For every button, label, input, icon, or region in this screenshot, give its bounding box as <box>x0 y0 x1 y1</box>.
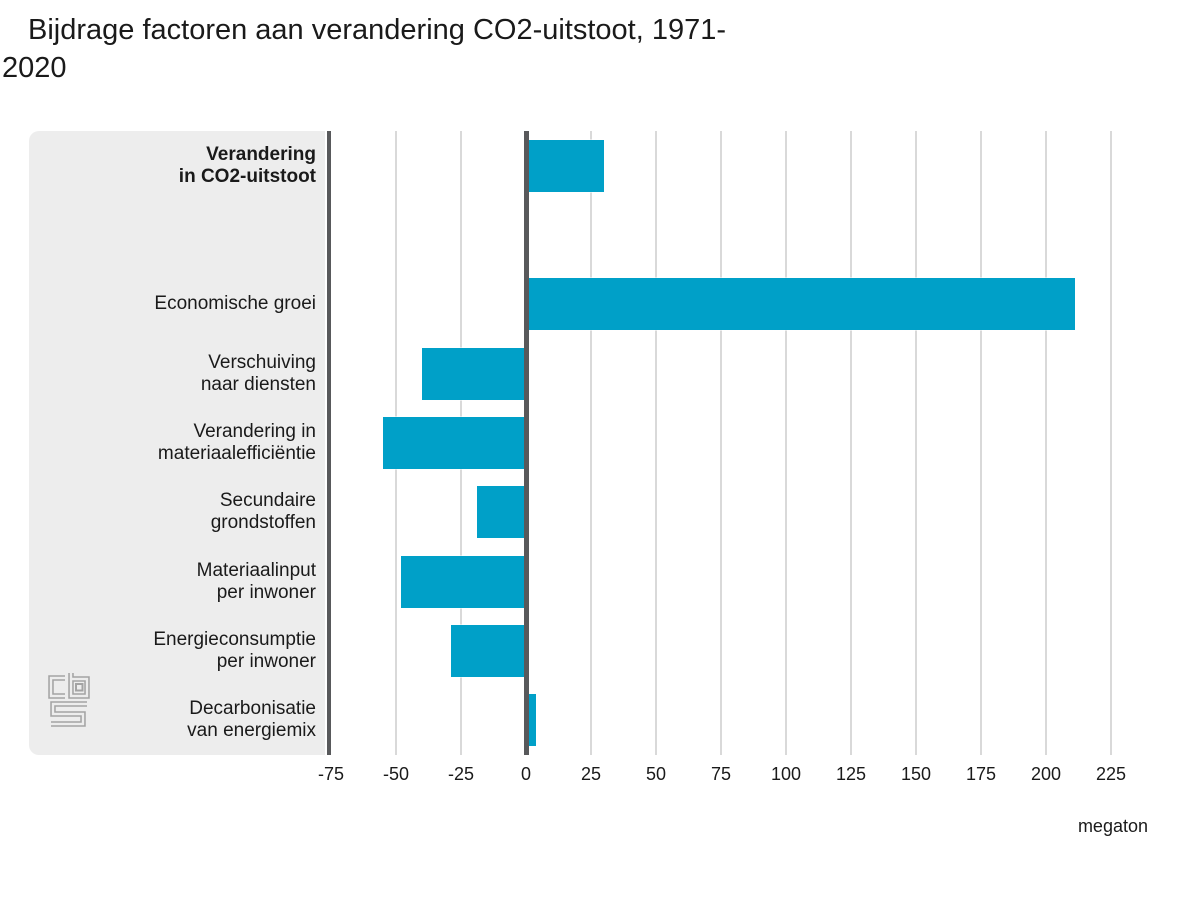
x-tick-label: -75 <box>317 764 344 784</box>
gridline <box>655 131 657 755</box>
gridline <box>980 131 982 755</box>
category-label-materiaalinput: Materiaalinput per inwoner <box>196 559 316 603</box>
x-tick-label: 50 <box>645 764 667 784</box>
category-label-economische-groei: Economische groei <box>154 293 316 315</box>
x-tick-label: 175 <box>965 764 997 784</box>
x-tick-label: 150 <box>900 764 932 784</box>
bar-verschuiving-diensten <box>422 347 526 400</box>
bar-materiaalefficientie <box>383 417 526 469</box>
category-label-secundaire-grondstoffen: Secundaire grondstoffen <box>210 490 316 534</box>
gridline <box>850 131 852 755</box>
bar-materiaalinput <box>401 555 526 608</box>
chart-title-line1: Bijdrage factoren aan verandering CO2-ui… <box>28 14 727 46</box>
bar-energieconsumptie <box>450 625 526 677</box>
bar-economische-groei <box>526 278 1075 331</box>
x-tick-label: 225 <box>1095 764 1127 784</box>
cbs-logo <box>48 673 90 727</box>
gridline <box>915 131 917 755</box>
category-label-verandering-co2: Verandering in CO2-uitstoot <box>178 143 316 187</box>
x-tick-label: -25 <box>447 764 474 784</box>
zero-axis-line <box>523 131 529 755</box>
bar-verandering-co2 <box>526 139 604 192</box>
x-tick-label: 25 <box>580 764 602 784</box>
gridline <box>1045 131 1047 755</box>
x-tick-label: -50 <box>382 764 409 784</box>
category-label-verschuiving-diensten: Verschuiving naar diensten <box>200 351 316 395</box>
plot-area <box>331 131 1191 755</box>
x-tick-label: 125 <box>835 764 867 784</box>
x-tick-label: 100 <box>770 764 802 784</box>
category-label-decarbonisatie: Decarbonisatie van energiemix <box>187 698 316 742</box>
bar-secundaire-grondstoffen <box>476 486 526 539</box>
gridline <box>785 131 787 755</box>
gridline <box>590 131 592 755</box>
bar-decarbonisatie <box>526 694 537 747</box>
x-tick-label: 75 <box>710 764 732 784</box>
x-tick-label: 200 <box>1030 764 1062 784</box>
chart-title-line2: 2020 <box>2 52 67 84</box>
x-tick-label: 0 <box>520 764 531 784</box>
chart-title: Bijdrage factoren aan verandering CO2-ui… <box>2 11 726 87</box>
plot-left-border <box>327 131 331 755</box>
category-label-materiaalefficientie: Verandering in materiaalefficiëntie <box>157 420 316 464</box>
category-label-energieconsumptie: Energieconsumptie per inwoner <box>153 628 316 672</box>
gridline <box>720 131 722 755</box>
category-panel: Verandering in CO2-uitstoot Economische gr… <box>29 131 325 755</box>
x-axis: -75 -50 -25 0 25 50 75 100 125 150 175 200 225 <box>318 762 1191 788</box>
x-axis-unit-label: megaton <box>1077 816 1148 836</box>
gridline <box>1110 131 1112 755</box>
